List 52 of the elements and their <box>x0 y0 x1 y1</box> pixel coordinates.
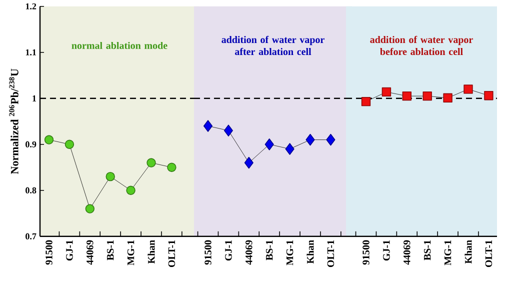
point <box>464 84 473 94</box>
point <box>326 134 336 146</box>
y-tick-label: 0.9 <box>26 141 36 148</box>
point <box>285 142 294 155</box>
y-tick-label: 1.1 <box>26 49 36 56</box>
x-tick-label: OLT-1 <box>327 240 334 267</box>
x-tick-label: 91500 <box>204 240 212 264</box>
point <box>126 186 136 195</box>
x-tick-label: 91500 <box>46 240 52 264</box>
x-tick-label: 44069 <box>86 240 94 265</box>
point <box>361 96 371 106</box>
point <box>146 158 156 168</box>
point <box>167 162 176 172</box>
point <box>64 140 74 149</box>
point <box>85 204 95 214</box>
point <box>484 90 494 100</box>
text: addition of water vapor after ablation cell <box>222 36 324 55</box>
x-tick-label: OLT-1 <box>485 240 492 267</box>
y-tick-label: 0.7 <box>26 233 36 240</box>
text: normal ablation mode <box>72 42 168 49</box>
point <box>264 138 274 150</box>
x-tick-label: BS-1 <box>106 240 114 260</box>
x-tick-label: 44069 <box>404 240 410 265</box>
point <box>106 172 115 181</box>
point <box>402 91 412 100</box>
x-tick-label: GJ-1 <box>66 240 73 260</box>
x-tick-label: BS-1 <box>266 240 273 260</box>
point <box>382 87 392 96</box>
x-tick-label: BS-1 <box>424 240 431 260</box>
x-tick-label: GJ-1 <box>383 240 390 260</box>
point <box>203 120 213 132</box>
x-tick-label: MG-1 <box>127 240 134 266</box>
x-tick-label: Khan <box>306 240 314 264</box>
text: addition of water vapor before ablation cell <box>370 36 473 55</box>
point <box>443 93 452 102</box>
x-tick-label: 91500 <box>362 240 370 264</box>
y-tick-label: 0.8 <box>26 187 36 194</box>
x-tick-label: 44069 <box>246 240 252 265</box>
point <box>306 134 315 146</box>
point <box>422 91 432 100</box>
y-tick-label: 1.2 <box>26 3 36 10</box>
x-tick-label: OLT-1 <box>168 240 176 267</box>
y-tick-label: 1 <box>32 95 36 102</box>
x-tick-label: Khan <box>148 240 155 264</box>
y-axis-title: Normalized $^{206}$Pb/$^{238}$U <box>9 68 18 174</box>
point <box>244 156 254 168</box>
x-tick-label: MG-1 <box>286 240 294 266</box>
point <box>44 134 54 144</box>
x-tick-label: GJ-1 <box>225 240 232 260</box>
x-tick-label: Khan <box>464 240 472 264</box>
x-tick-label: MG-1 <box>444 240 452 266</box>
point <box>224 124 233 136</box>
